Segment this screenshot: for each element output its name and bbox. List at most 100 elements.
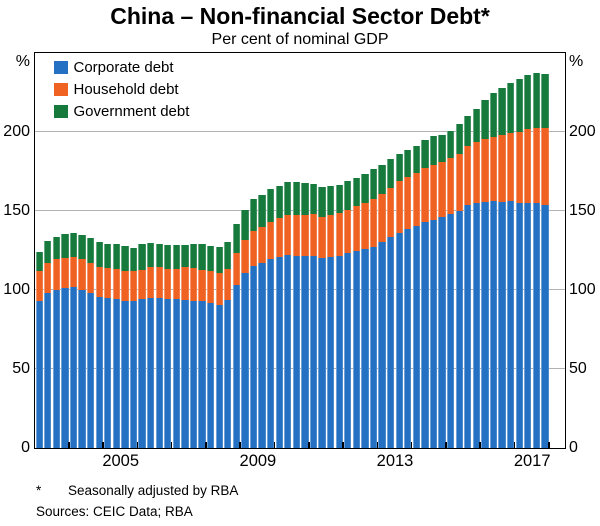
bar-2006Q1-government (138, 243, 146, 270)
bar-2005Q2-household (112, 268, 120, 299)
bar-2009Q1-corporate (241, 272, 249, 448)
page-title: China – Non-financial Sector Debt* (110, 3, 490, 29)
bar-2015Q2-household (455, 153, 463, 212)
bar-2004Q4-corporate (95, 296, 103, 448)
bar-2007Q3-corporate (189, 300, 198, 448)
bar-2007Q4-corporate (198, 301, 206, 448)
bar-2003Q3-household (52, 258, 60, 290)
y-axis-label-right-50: 50 (569, 360, 587, 377)
x-axis-tick (102, 441, 104, 448)
bar-2004Q1-government (69, 232, 78, 258)
bar-2011Q4-household (335, 212, 343, 256)
bar-2005Q2-government (112, 244, 120, 269)
bar-2013Q3-household (395, 181, 403, 233)
bar-2008Q4-government (232, 223, 240, 254)
legend-label-government: Government debt (73, 103, 190, 120)
bar-2012Q3-household (361, 202, 369, 250)
bar-2012Q1-corporate (344, 253, 352, 448)
bar-2015Q4-household (472, 141, 480, 203)
bar-2015Q1-household (446, 158, 455, 215)
bar-2015Q2-government (455, 124, 463, 154)
bar-2013Q3-corporate (395, 232, 403, 448)
bar-2016Q1-corporate (481, 201, 489, 448)
x-axis-label-2017: 2017 (513, 452, 551, 470)
bar-2016Q4-household (506, 133, 515, 202)
bar-2005Q4-government (129, 247, 138, 272)
legend-swatch-government-icon (53, 105, 68, 118)
bar-2015Q3-household (464, 145, 472, 205)
x-axis-label-2013: 2013 (376, 452, 414, 470)
x-axis-tick (136, 441, 139, 448)
bar-2007Q1-household (172, 268, 180, 299)
bar-2006Q4-corporate (164, 298, 172, 448)
bar-2005Q2-corporate (112, 298, 120, 448)
bar-2013Q1-corporate (378, 242, 386, 448)
y-axis-label-left-0: 0 (21, 439, 30, 456)
bar-2005Q4-corporate (129, 301, 138, 448)
bar-2016Q3-government (498, 88, 506, 136)
bar-2012Q3-government (361, 174, 369, 203)
x-axis-tick (410, 441, 413, 448)
bar-2009Q3-government (258, 194, 266, 228)
bar-2003Q2-household (44, 262, 52, 294)
footnote-text: Seasonally adjusted by RBA (68, 483, 239, 498)
bar-2008Q1-household (206, 271, 215, 303)
bar-2014Q4-corporate (438, 216, 446, 448)
bar-2013Q4-government (404, 149, 412, 177)
bar-2017Q4-household (541, 128, 549, 205)
bar-2011Q2-corporate (318, 257, 326, 448)
bar-2006Q1-corporate (138, 298, 146, 448)
bar-2011Q3-government (326, 186, 335, 216)
bar-2007Q4-household (198, 269, 206, 302)
bar-2004Q2-household (78, 259, 86, 290)
bar-2006Q4-household (164, 268, 172, 299)
bar-2008Q2-household (215, 272, 223, 305)
bar-2003Q4-household (61, 257, 69, 288)
bar-2005Q3-corporate (121, 300, 129, 448)
bar-2003Q3-government (52, 236, 60, 259)
bar-2004Q3-government (86, 238, 95, 263)
bar-2005Q3-government (121, 246, 129, 271)
bar-2014Q2-government (421, 140, 429, 168)
legend-swatch-household-icon (53, 83, 68, 96)
bar-2017Q2-government (524, 75, 532, 130)
bar-2009Q1-household (241, 239, 249, 273)
bar-2007Q2-household (181, 267, 189, 300)
bar-2017Q1-household (515, 131, 523, 204)
bar-2003Q2-corporate (44, 293, 52, 448)
bar-2010Q1-government (275, 186, 283, 219)
bar-2010Q4-household (301, 215, 309, 256)
bar-2005Q1-household (104, 268, 112, 299)
bar-2004Q1-corporate (69, 287, 78, 448)
x-axis-tick (239, 441, 241, 448)
bar-2014Q3-household (429, 164, 438, 220)
bar-2013Q1-government (378, 164, 386, 194)
bar-2010Q3-household (292, 215, 300, 256)
x-axis-tick (273, 441, 276, 448)
bar-2012Q4-household (369, 198, 378, 247)
bar-2010Q4-corporate (301, 255, 309, 448)
bar-2011Q3-household (326, 215, 335, 258)
bar-2007Q4-government (198, 244, 206, 270)
bar-2014Q1-government (412, 145, 420, 173)
bar-2014Q3-corporate (429, 219, 438, 448)
bar-2013Q4-corporate (404, 228, 412, 448)
bar-2005Q1-corporate (104, 298, 112, 448)
bar-2017Q3-government (532, 73, 540, 128)
bar-2003Q3-corporate (52, 289, 60, 448)
bar-2011Q2-government (318, 186, 326, 217)
bar-2015Q2-corporate (455, 211, 463, 448)
bar-2010Q4-government (301, 182, 309, 216)
bar-2015Q1-corporate (446, 214, 455, 448)
bar-2011Q3-corporate (326, 257, 335, 448)
bar-2009Q2-government (249, 199, 258, 232)
bar-2009Q1-government (241, 209, 249, 240)
bar-2004Q1-household (69, 257, 78, 288)
legend-swatch-corporate-icon (53, 61, 68, 74)
bar-2006Q3-household (155, 267, 163, 299)
bar-2015Q4-corporate (472, 202, 480, 448)
bar-2009Q4-corporate (266, 259, 275, 448)
bar-2013Q3-government (395, 153, 403, 182)
gridline-200 (34, 131, 565, 132)
